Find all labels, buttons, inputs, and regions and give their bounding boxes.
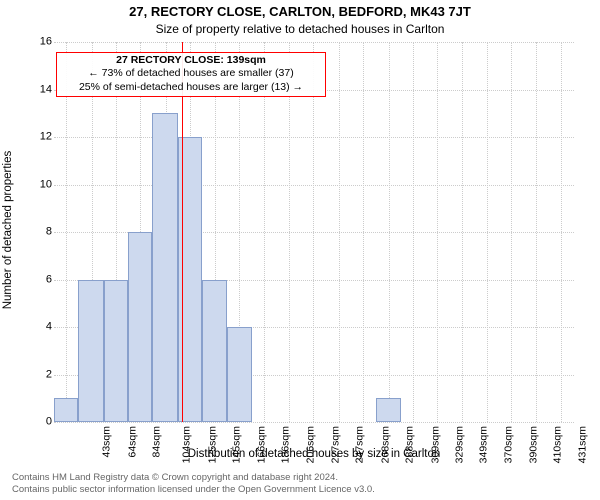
grid-line-v xyxy=(413,42,414,422)
y-tick-label: 2 xyxy=(12,369,52,380)
y-tick-label: 14 xyxy=(12,84,52,95)
footer-line1: Contains HM Land Registry data © Crown c… xyxy=(12,472,600,484)
chart-title-sub: Size of property relative to detached ho… xyxy=(0,22,600,36)
grid-line-v xyxy=(313,42,314,422)
grid-line-v xyxy=(437,42,438,422)
annotation-box: 27 RECTORY CLOSE: 139sqm← 73% of detache… xyxy=(56,52,326,98)
grid-line-v xyxy=(289,42,290,422)
y-tick-label: 4 xyxy=(12,322,52,333)
grid-line-h xyxy=(54,422,574,423)
grid-line-v xyxy=(389,42,390,422)
annotation-line2: ← 73% of detached houses are smaller (37… xyxy=(61,67,321,81)
grid-line-v xyxy=(561,42,562,422)
histogram-bar xyxy=(128,232,152,422)
annotation-line3: 25% of semi-detached houses are larger (… xyxy=(61,81,321,95)
footer-attribution: Contains HM Land Registry data © Crown c… xyxy=(12,472,600,496)
plot-area: 27 RECTORY CLOSE: 139sqm← 73% of detache… xyxy=(54,42,574,422)
grid-line-v xyxy=(536,42,537,422)
histogram-bar xyxy=(104,280,128,423)
y-tick-label: 12 xyxy=(12,132,52,143)
y-tick-label: 6 xyxy=(12,274,52,285)
grid-line-v xyxy=(339,42,340,422)
y-tick-label: 16 xyxy=(12,37,52,48)
annotation-line1: 27 RECTORY CLOSE: 139sqm xyxy=(61,54,321,68)
histogram-bar xyxy=(178,137,202,422)
marker-line xyxy=(182,42,183,422)
histogram-bar xyxy=(202,280,227,423)
grid-line-v xyxy=(487,42,488,422)
grid-line-v xyxy=(363,42,364,422)
histogram-bar xyxy=(54,398,78,422)
histogram-bar xyxy=(152,113,177,422)
histogram-bar xyxy=(227,327,251,422)
chart-title-main: 27, RECTORY CLOSE, CARLTON, BEDFORD, MK4… xyxy=(0,4,600,19)
grid-line-v xyxy=(462,42,463,422)
chart-root: 27, RECTORY CLOSE, CARLTON, BEDFORD, MK4… xyxy=(0,0,600,500)
footer-line2: Contains public sector information licen… xyxy=(12,484,600,496)
histogram-bar xyxy=(376,398,400,422)
x-tick-label: 431sqm xyxy=(578,426,589,463)
y-tick-label: 10 xyxy=(12,179,52,190)
y-tick-label: 8 xyxy=(12,227,52,238)
histogram-bar xyxy=(78,280,103,423)
grid-line-v xyxy=(66,42,67,422)
grid-line-v xyxy=(511,42,512,422)
x-axis-label: Distribution of detached houses by size … xyxy=(54,448,574,460)
grid-line-v xyxy=(264,42,265,422)
y-tick-label: 0 xyxy=(12,417,52,428)
